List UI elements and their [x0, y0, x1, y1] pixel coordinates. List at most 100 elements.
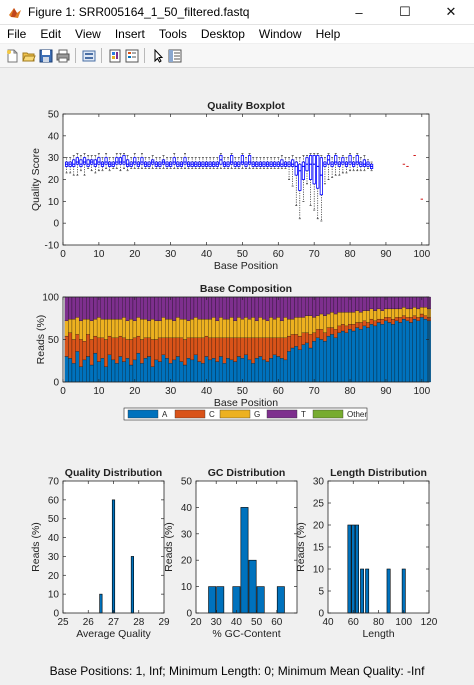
composition-bar-segment: [147, 356, 152, 383]
composition-bar-segment: [398, 317, 403, 323]
composition-bar-segment: [168, 337, 173, 364]
menu-help[interactable]: Help: [315, 27, 341, 41]
legend-swatch: [266, 409, 298, 419]
composition-bar-segment: [229, 359, 234, 383]
composition-bar-segment: [319, 339, 324, 383]
composition-bar-segment: [283, 296, 288, 318]
legend-label: Other: [347, 410, 367, 419]
box: [115, 157, 119, 165]
composition-bar-segment: [193, 354, 198, 383]
composition-bar-segment: [283, 359, 288, 383]
histogram-bar: [276, 586, 285, 614]
box: [72, 159, 76, 167]
composition-bar-segment: [111, 296, 116, 320]
composition-bar-segment: [369, 308, 374, 320]
composition-bar-segment: [96, 361, 101, 383]
y-tick-label: 0: [53, 609, 59, 620]
composition-bar-segment: [100, 337, 105, 359]
composition-bar-segment: [391, 308, 396, 320]
composition-bar-segment: [362, 320, 367, 327]
histogram-bar: [351, 524, 356, 614]
composition-bar-segment: [344, 312, 349, 327]
y-tick-label: 70: [48, 477, 60, 488]
composition-bar-segment: [129, 296, 134, 320]
composition-bar-segment: [265, 337, 270, 362]
composition-bar-segment: [79, 320, 83, 340]
menu-file[interactable]: File: [7, 27, 27, 41]
composition-bar-segment: [262, 318, 266, 338]
composition-bar-segment: [423, 315, 428, 320]
y-axis-label: Reads (%): [35, 315, 47, 365]
legend-label: T: [301, 410, 306, 419]
menu-edit[interactable]: Edit: [40, 27, 62, 41]
print-icon[interactable]: [54, 47, 71, 64]
x-tick-label: 60: [273, 249, 285, 260]
composition-bar-segment: [165, 337, 169, 359]
y-tick-label: 5: [318, 587, 324, 598]
composition-bar-segment: [122, 296, 126, 318]
menu-insert[interactable]: Insert: [114, 27, 145, 41]
new-figure-icon[interactable]: [3, 47, 20, 64]
composition-bar-segment: [143, 358, 148, 383]
y-tick-label: 40: [48, 131, 60, 142]
x-tick-label: 40: [322, 617, 334, 628]
composition-bar-segment: [401, 307, 406, 316]
composition-bar-segment: [326, 335, 331, 383]
composition-bar-segment: [179, 318, 184, 338]
composition-bar-segment: [398, 296, 403, 310]
menu-view[interactable]: View: [75, 27, 101, 41]
composition-bar-segment: [373, 320, 378, 327]
composition-bar-segment: [172, 296, 177, 321]
composition-bar-segment: [215, 337, 220, 362]
figure-canvas: 0 10 20 30 40 50 60 70 80 90 100 -10 0 10 20 30 40 50 Qual…: [0, 68, 474, 680]
composition-bar-segment: [279, 337, 284, 359]
composition-bar-segment: [161, 337, 166, 355]
minimize-button[interactable]: –: [355, 4, 363, 20]
x-tick-label: 60: [271, 617, 283, 628]
composition-bar-segment: [68, 296, 73, 320]
x-tick-label: 20: [129, 386, 141, 397]
composition-bar-segment: [373, 296, 378, 311]
menu-desktop[interactable]: Desktop: [200, 27, 245, 41]
composition-bar-segment: [79, 296, 83, 321]
composition-bar-segment: [140, 339, 144, 364]
composition-bar-segment: [125, 320, 130, 340]
colorbar-icon[interactable]: [106, 47, 123, 64]
legend-swatch: [219, 409, 251, 419]
open-icon[interactable]: [20, 47, 37, 64]
composition-bar-segment: [401, 315, 406, 320]
composition-bar-segment: [157, 337, 162, 362]
composition-bar-segment: [305, 296, 309, 316]
save-icon[interactable]: [37, 47, 54, 64]
composition-bar-segment: [315, 337, 320, 383]
composition-bar-segment: [326, 327, 331, 337]
composition-bar-segment: [312, 317, 317, 333]
legend-icon[interactable]: [123, 47, 140, 64]
menu-tools[interactable]: Tools: [158, 27, 187, 41]
histogram-bar: [365, 568, 370, 614]
composition-bar-segment: [330, 327, 335, 335]
composition-bar-segment: [68, 318, 73, 333]
x-tick-label: 100: [395, 617, 412, 628]
arrow-pointer-icon[interactable]: [149, 47, 166, 64]
composition-bar-segment: [161, 296, 166, 318]
axes-title: GC Distribution: [208, 467, 286, 479]
box: [362, 159, 367, 167]
composition-bar-segment: [301, 317, 306, 333]
y-tick-label: 20: [313, 521, 325, 532]
maximize-button[interactable]: ☐: [399, 4, 411, 19]
composition-bar-segment: [240, 358, 245, 383]
menu-window[interactable]: Window: [258, 27, 302, 41]
box: [348, 155, 352, 165]
composition-bar-segment: [86, 334, 91, 357]
box: [79, 159, 83, 167]
composition-bar-segment: [236, 317, 241, 338]
composition-bar-segment: [351, 296, 356, 313]
composition-bar-segment: [380, 324, 385, 383]
composition-bar-segment: [323, 315, 327, 333]
property-inspector-icon[interactable]: [166, 47, 183, 64]
y-tick-label: 10: [181, 582, 193, 593]
close-button[interactable]: ✕: [445, 4, 457, 19]
composition-bar-segment: [330, 312, 335, 328]
link-icon[interactable]: [80, 47, 97, 64]
